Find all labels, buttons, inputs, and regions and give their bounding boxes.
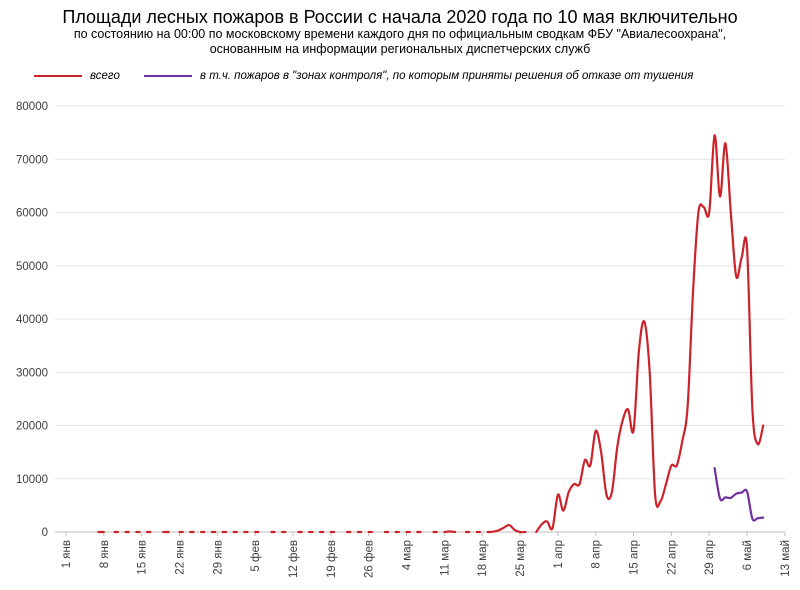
- x-tick-label: 12 фев: [288, 540, 300, 578]
- x-tick-label: 15 апр: [629, 540, 641, 575]
- y-tick-label: 0: [42, 527, 48, 539]
- x-tick-label: 5 фев: [250, 540, 262, 572]
- legend-swatch-total: [34, 74, 82, 78]
- x-tick-label: 13 май: [780, 540, 792, 577]
- series-line-total: [486, 523, 527, 534]
- x-tick-label: 1 янв: [61, 540, 73, 568]
- x-tick-label: 29 апр: [704, 540, 716, 575]
- y-axis: 0 10000 20000 30000 40000 50000 60000 70000 8000…: [16, 101, 48, 539]
- legend-label-total: всего: [90, 70, 120, 82]
- y-tick-label: 80000: [16, 101, 48, 113]
- y-tick-label: 50000: [16, 261, 48, 273]
- x-tick-label: 25 мар: [515, 540, 527, 577]
- chart-subtitle-line-1: по состоянию на 00:00 по московскому вре…: [73, 27, 727, 41]
- chart-subtitle-line-2: основанным на информации региональных ди…: [209, 42, 591, 56]
- x-tick-label: 8 апр: [591, 540, 603, 569]
- y-tick-label: 30000: [16, 367, 48, 379]
- x-tick-label: 15 янв: [137, 540, 149, 575]
- x-tick-label: 11 мар: [439, 540, 451, 576]
- y-tick-label: 70000: [16, 154, 48, 166]
- grid-lines: [55, 105, 785, 533]
- x-axis: 1 янв 8 янв 15 янв 22 янв 29 янв 5 фев 12 фев 1…: [61, 532, 792, 578]
- series-line-total: [535, 134, 765, 534]
- x-tick-label: 8 янв: [99, 540, 111, 568]
- x-tick-label: 4 мар: [402, 540, 414, 570]
- legend-label-control-zones: в т.ч. пожаров в "зонах контроля", по ко…: [200, 70, 694, 82]
- y-tick-label: 20000: [16, 421, 48, 433]
- series-lines: [97, 134, 765, 534]
- x-tick-label: 18 мар: [477, 540, 489, 577]
- legend-entry-control-zones: в т.ч. пожаров в "зонах контроля", по ко…: [144, 68, 693, 84]
- x-tick-label: 26 фев: [364, 540, 376, 578]
- y-tick-label: 40000: [16, 314, 48, 326]
- series-line-control-zones: [713, 467, 765, 522]
- chart-legend: всего в т.ч. пожаров в "зонах контроля",…: [0, 68, 800, 84]
- y-tick-label: 10000: [16, 474, 48, 486]
- x-tick-label: 19 фев: [326, 540, 338, 578]
- legend-swatch-control-zones: [144, 74, 192, 78]
- chart-titles: Площади лесных пожаров в России с начала…: [0, 0, 800, 57]
- x-tick-label: 22 апр: [666, 540, 678, 575]
- chart-title: Площади лесных пожаров в России с начала…: [62, 7, 738, 27]
- y-tick-label: 60000: [16, 208, 48, 220]
- x-tick-label: 6 май: [742, 540, 754, 570]
- x-tick-label: 29 янв: [212, 540, 224, 575]
- x-tick-label: 1 апр: [553, 540, 565, 569]
- x-tick-label: 22 янв: [175, 540, 187, 575]
- legend-entry-total: всего: [34, 68, 120, 84]
- series-line-total: [443, 530, 457, 534]
